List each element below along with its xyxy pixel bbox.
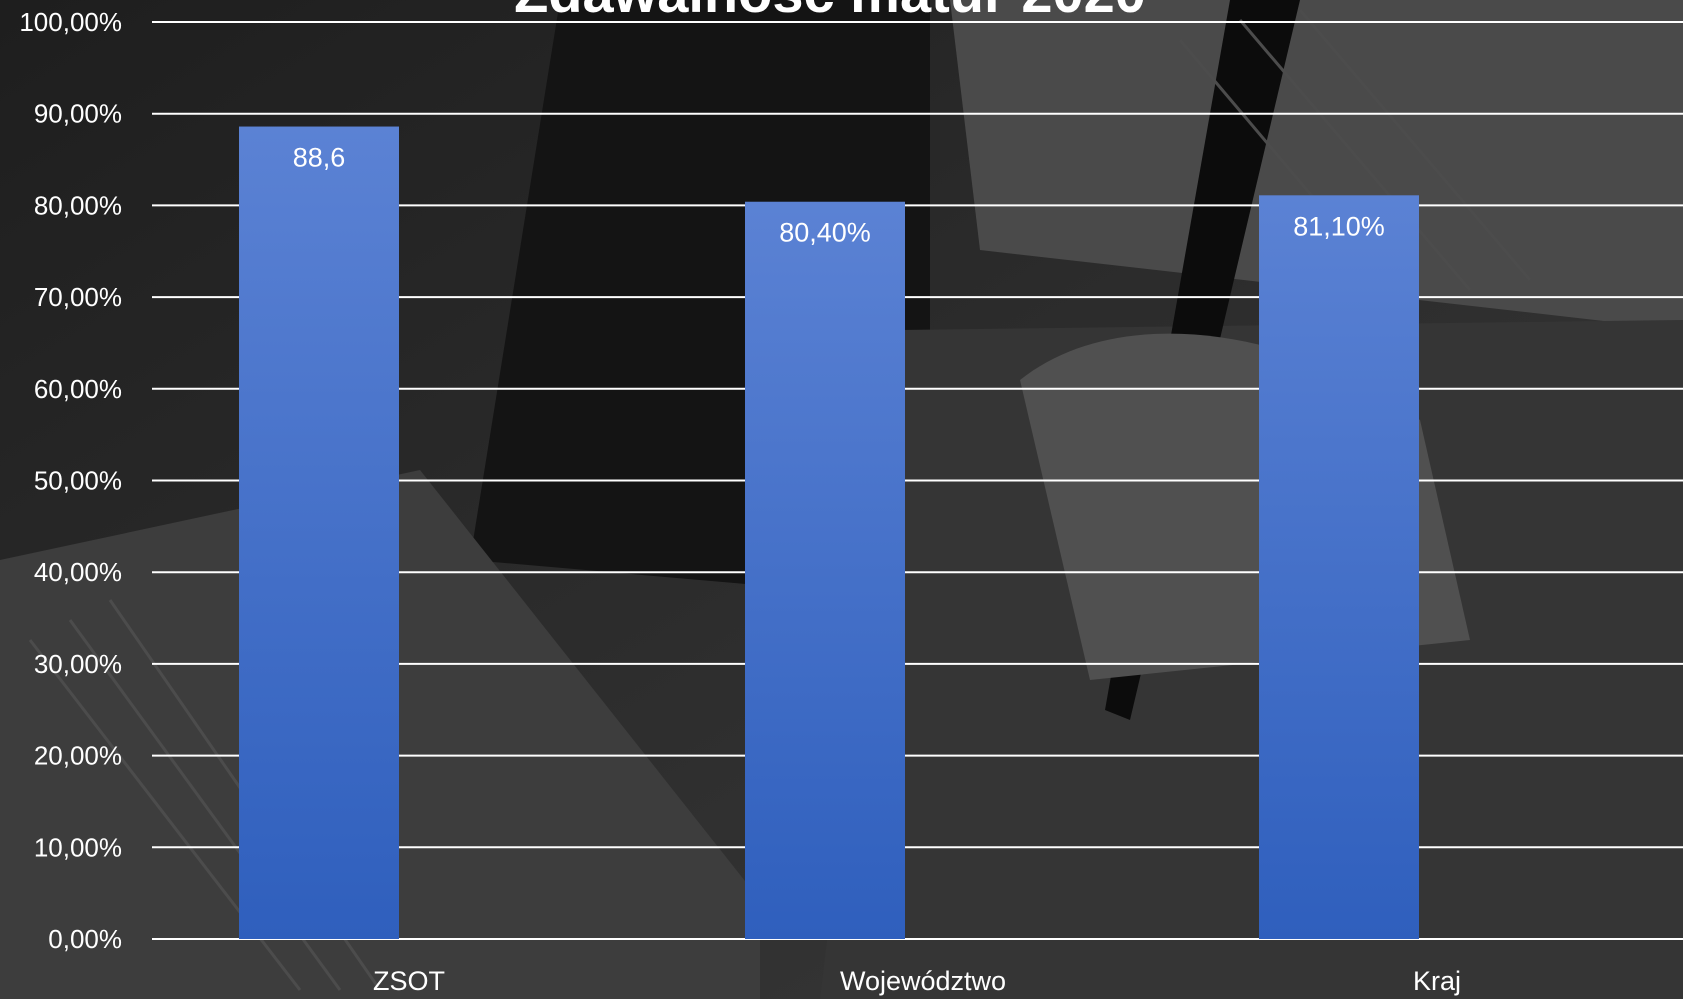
bars (239, 126, 1419, 940)
data-label: 80,40% (779, 218, 871, 248)
y-axis-ticks: 0,00% 10,00% 20,00% 30,00% 40,00% 50,00% 60,00… (19, 7, 122, 954)
y-tick-label: 100,00% (19, 7, 122, 37)
y-tick-label: 80,00% (34, 190, 122, 220)
y-tick-label: 50,00% (34, 466, 122, 496)
y-tick-label: 70,00% (34, 282, 122, 312)
bar-0 (239, 126, 399, 939)
data-labels: 88,6 80,40% 81,10% (293, 143, 1385, 248)
y-tick-label: 10,00% (34, 832, 122, 862)
x-tick-label: Województwo (840, 966, 1006, 996)
x-axis-ticks: ZSOT Województwo Kraj (373, 966, 1461, 996)
x-tick-label: ZSOT (373, 966, 445, 996)
chart-title: Zdawalność matur 2020 (514, 0, 1146, 24)
y-tick-label: 90,00% (34, 99, 122, 129)
data-label: 81,10% (1293, 211, 1385, 241)
gridlines (152, 21, 1683, 940)
data-label: 88,6 (293, 143, 346, 173)
x-tick-label: Kraj (1413, 966, 1461, 996)
y-tick-label: 0,00% (48, 924, 122, 954)
y-tick-label: 30,00% (34, 649, 122, 679)
y-tick-label: 60,00% (34, 374, 122, 404)
bar-2 (1259, 195, 1419, 940)
bar-1 (745, 201, 905, 939)
y-tick-label: 40,00% (34, 557, 122, 587)
y-tick-label: 20,00% (34, 741, 122, 771)
